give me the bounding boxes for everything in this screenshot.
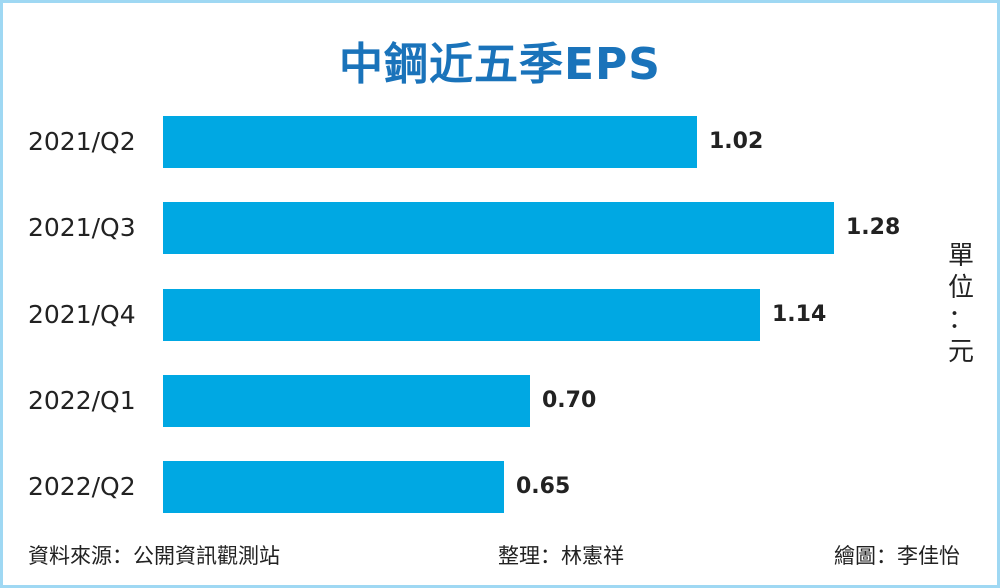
bar: [163, 375, 530, 427]
artist-credit: 繪圖：李佳怡: [834, 544, 960, 568]
category-label: 2022/Q2: [28, 472, 136, 501]
unit-label: 單 位 ： 元: [946, 240, 976, 368]
bar-row: 2022/Q1 0.70: [0, 375, 1000, 427]
value-label: 0.70: [542, 388, 597, 413]
bar-row: 2021/Q4 1.14: [0, 289, 1000, 341]
bar-row: 2022/Q2 0.65: [0, 461, 1000, 513]
bar-row: 2021/Q2 1.02: [0, 116, 1000, 168]
bar: [163, 202, 834, 254]
bar: [163, 116, 697, 168]
category-label: 2021/Q4: [28, 300, 136, 329]
source-note: 資料來源：公開資訊觀測站: [28, 544, 280, 568]
chart-title: 中鋼近五季EPS: [339, 39, 661, 90]
unit-char: 單: [947, 241, 974, 271]
category-label: 2021/Q2: [28, 127, 136, 156]
category-label: 2021/Q3: [28, 213, 136, 242]
bar: [163, 461, 504, 513]
bar: [163, 289, 760, 341]
unit-char: 位: [947, 273, 974, 303]
unit-char: ：: [947, 305, 974, 335]
unit-char: 元: [947, 337, 974, 367]
bar-row: 2021/Q3 1.28: [0, 202, 1000, 254]
editor-credit: 整理：林憲祥: [498, 544, 624, 568]
category-label: 2022/Q1: [28, 386, 136, 415]
value-label: 0.65: [516, 474, 571, 499]
value-label: 1.14: [772, 302, 827, 327]
value-label: 1.28: [846, 215, 901, 240]
value-label: 1.02: [709, 129, 764, 154]
